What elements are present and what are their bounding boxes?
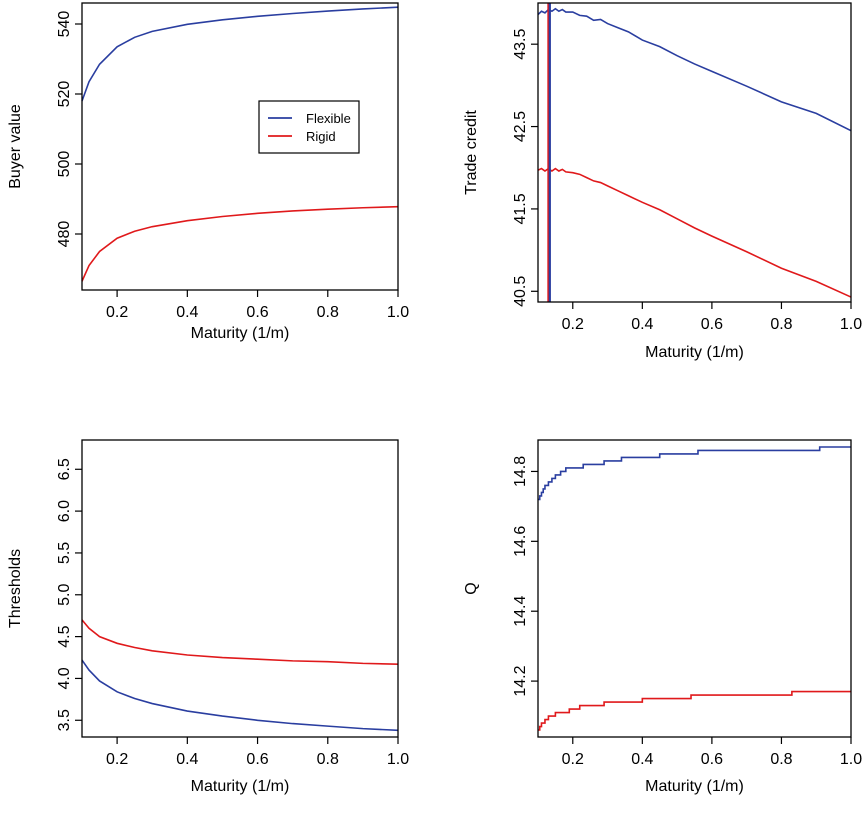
x-tick-label: 0.2 (562, 316, 584, 333)
y-tick-label: 6.0 (56, 500, 73, 522)
legend-label-flexible: Flexible (306, 111, 351, 126)
y-tick-label: 480 (56, 221, 73, 248)
series-line-rigid (538, 690, 851, 731)
y-axis-label: Q (463, 582, 480, 594)
plot-frame (537, 439, 852, 738)
x-tick-label: 1.0 (840, 751, 862, 768)
y-tick-label: 14.2 (512, 665, 529, 696)
x-tick-label: 0.8 (770, 751, 792, 768)
y-tick-label: 4.5 (56, 625, 73, 647)
series-line-flexible (81, 659, 399, 732)
y-tick-label: 14.8 (512, 456, 529, 487)
x-tick-label: 0.6 (246, 304, 268, 321)
x-tick-label: 1.0 (840, 316, 862, 333)
x-tick-label: 0.8 (317, 751, 339, 768)
legend-label-rigid: Rigid (306, 129, 336, 144)
y-tick-label: 520 (56, 81, 73, 108)
y-tick-label: 6.5 (56, 458, 73, 480)
legend-box (258, 100, 360, 154)
x-axis-label: Maturity (1/m) (645, 778, 744, 795)
y-axis-label: Trade credit (463, 110, 480, 195)
y-tick-label: 42.5 (512, 111, 529, 142)
y-tick-label: 43.5 (512, 29, 529, 60)
x-tick-label: 0.2 (106, 751, 128, 768)
x-tick-label: 0.6 (701, 316, 723, 333)
x-tick-label: 0.6 (701, 751, 723, 768)
x-axis-label: Maturity (1/m) (191, 778, 290, 795)
x-tick-label: 0.4 (176, 751, 198, 768)
series-line-flexible (538, 446, 851, 501)
x-tick-label: 0.8 (317, 304, 339, 321)
series-line-rigid (81, 205, 399, 282)
legend: Flexible Rigid (258, 100, 360, 154)
plot-frame (81, 439, 399, 738)
series-line-rigid (81, 619, 399, 666)
x-tick-label: 0.4 (631, 751, 653, 768)
y-axis-label: Thresholds (7, 549, 24, 628)
series-line-flexible (537, 7, 852, 132)
x-tick-label: 0.8 (770, 316, 792, 333)
y-tick-label: 5.5 (56, 542, 73, 564)
y-tick-label: 4.0 (56, 667, 73, 689)
x-tick-label: 0.4 (176, 304, 198, 321)
x-tick-label: 0.2 (562, 751, 584, 768)
x-axis-label: Maturity (1/m) (645, 344, 744, 361)
y-tick-label: 5.0 (56, 584, 73, 606)
y-tick-label: 500 (56, 151, 73, 178)
y-tick-label: 40.5 (512, 276, 529, 307)
series-line-flexible (81, 6, 399, 102)
chart-panel-1: 0.2 0.4 0.6 0.8 1.0 480 500 520 540 Maturity (1/m… (7, 2, 409, 342)
y-tick-label: 3.5 (56, 709, 73, 731)
chart-panel-4: 0.2 0.4 0.6 0.8 1.0 14.2 14.4 14.6 14.8 Maturity … (463, 439, 862, 795)
plot-frame (537, 2, 852, 303)
x-axis-label: Maturity (1/m) (191, 325, 290, 342)
x-tick-label: 1.0 (387, 304, 409, 321)
chart-panel-3: 0.2 0.4 0.6 0.8 1.0 3.5 4.0 4.5 5.0 5.5 6.0 6.5 Matu… (7, 439, 409, 795)
y-axis-label: Buyer value (7, 104, 24, 189)
y-tick-label: 14.4 (512, 596, 529, 627)
series-line-rigid (537, 167, 852, 298)
chart-panel-2: 0.2 0.4 0.6 0.8 1.0 40.5 41.5 42.5 43.5 Maturity … (463, 2, 862, 361)
x-tick-label: 1.0 (387, 751, 409, 768)
x-tick-label: 0.2 (106, 304, 128, 321)
y-tick-label: 540 (56, 11, 73, 38)
x-tick-label: 0.4 (631, 316, 653, 333)
y-tick-label: 41.5 (512, 193, 529, 224)
x-tick-label: 0.6 (246, 751, 268, 768)
y-tick-label: 14.6 (512, 526, 529, 557)
plot-frame (81, 2, 399, 291)
